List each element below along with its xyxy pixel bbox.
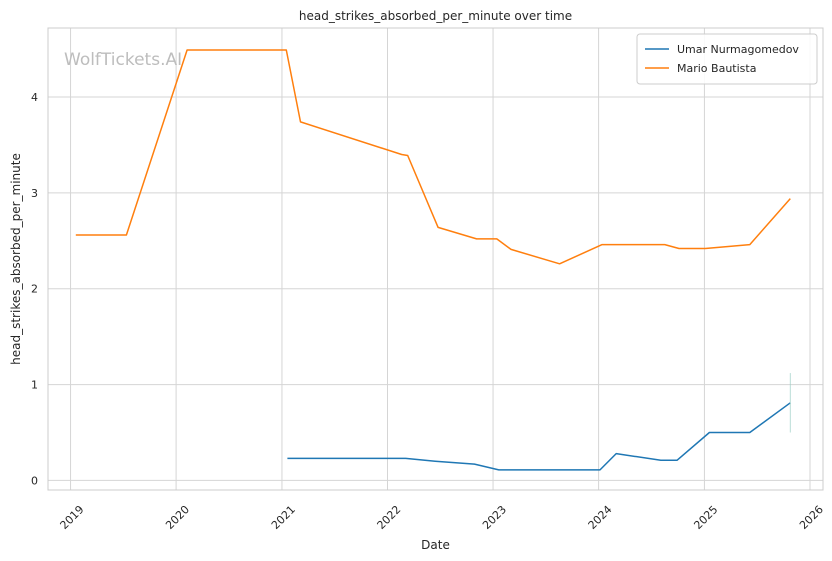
y-tick-label: 1 [31,379,38,392]
y-tick-label: 4 [31,91,38,104]
y-tick-label: 2 [31,283,38,296]
x-tick-label: 2021 [269,503,298,532]
plot-area [47,27,824,491]
legend: Umar Nurmagomedov Mario Bautista [636,33,818,85]
x-tick-label: 2024 [586,503,615,532]
x-tick-label: 2025 [691,503,720,532]
x-tick-label: 2020 [163,503,192,532]
y-tick-label: 0 [31,474,38,487]
series-line-1 [287,402,791,471]
x-tick-label: 2022 [375,503,404,532]
series-lines [75,49,791,471]
y-tick-label: 3 [31,187,38,200]
legend-box [636,33,818,85]
legend-label: Umar Nurmagomedov [677,43,799,56]
x-tick-label: 2019 [58,503,87,532]
tick-labels: 0 1 2 3 4 2019 2020 2021 2022 2023 2024 2025 2026 [31,91,826,532]
legend-label: Mario Bautista [677,62,756,75]
series-line-2 [75,49,791,265]
chart-title: head_strikes_absorbed_per_minute over ti… [299,9,572,23]
y-axis-label: head_strikes_absorbed_per_minute [9,153,23,365]
x-tick-label: 2023 [480,503,509,532]
grid [48,28,823,490]
watermark: WolfTickets.AI [64,50,182,70]
x-tick-label: 2026 [797,503,826,532]
x-axis-label: Date [421,538,450,552]
